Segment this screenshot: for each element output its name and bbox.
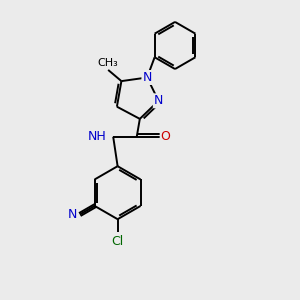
Text: N: N (68, 208, 77, 220)
Text: NH: NH (88, 130, 107, 143)
Text: N: N (142, 71, 152, 84)
Text: Cl: Cl (112, 235, 124, 248)
Text: N: N (154, 94, 163, 107)
Text: O: O (161, 130, 170, 143)
Text: CH₃: CH₃ (98, 58, 118, 68)
